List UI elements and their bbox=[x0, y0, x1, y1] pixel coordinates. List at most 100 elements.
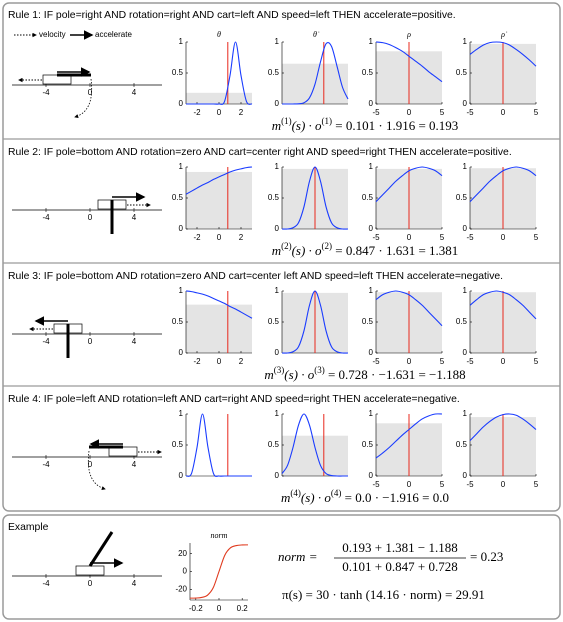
x-tick-label: -2 bbox=[193, 108, 201, 117]
y-tick-label: 0.5 bbox=[362, 440, 374, 449]
membership-area bbox=[282, 435, 348, 476]
example-panel bbox=[2, 514, 561, 620]
policy: π(s) = 30 · tanh (14.16 · norm) = 29.91 bbox=[282, 587, 485, 602]
y-tick-label: 1 bbox=[275, 286, 280, 295]
x-tick-label: -2 bbox=[193, 233, 201, 242]
x-tick-label: -5 bbox=[466, 233, 474, 242]
x-tick-label: -5 bbox=[372, 108, 380, 117]
y-tick-label: 1 bbox=[179, 286, 184, 295]
x-tick-label: 0.2 bbox=[237, 604, 249, 613]
y-tick-label: 0.5 bbox=[362, 193, 374, 202]
y-tick-label: 0.5 bbox=[172, 440, 184, 449]
y-tick-label: 0.5 bbox=[172, 68, 184, 77]
membership-curve bbox=[281, 41, 349, 105]
y-tick-label: 0.5 bbox=[456, 317, 468, 326]
membership-curve bbox=[281, 166, 349, 230]
superscript: (4) bbox=[290, 488, 301, 498]
y-tick-label: 0 bbox=[463, 224, 468, 233]
x-tick-label: 5 bbox=[440, 233, 445, 242]
y-tick-label: 1 bbox=[369, 162, 374, 171]
x-tick-label: -5 bbox=[372, 233, 380, 242]
formula-part: = 0.0 · −1.916 = 0.0 bbox=[341, 490, 449, 505]
y-tick-label: 0.5 bbox=[456, 440, 468, 449]
y-tick-label: 0 bbox=[369, 348, 374, 357]
example-title: Example bbox=[8, 522, 49, 533]
rule-title: Rule 3: IF pole=bottom AND rotation=zero… bbox=[8, 271, 503, 282]
x-tick-label: 0 bbox=[217, 233, 222, 242]
y-tick-label: 0.5 bbox=[172, 193, 184, 202]
formula-part: m bbox=[264, 367, 273, 382]
x-tick-label: -5 bbox=[372, 357, 380, 366]
y-tick-label: 0 bbox=[463, 99, 468, 108]
formula-part: = 0.847 · 1.631 = 1.381 bbox=[332, 243, 458, 258]
x-tick-label: 5 bbox=[440, 357, 445, 366]
x-tick-label: -5 bbox=[466, 480, 474, 489]
track-label: -4 bbox=[42, 579, 50, 588]
y-tick-label: 0 bbox=[179, 99, 184, 108]
y-tick-label: 0 bbox=[179, 348, 184, 357]
x-tick-label: 0 bbox=[407, 357, 412, 366]
y-tick-label: 0 bbox=[179, 224, 184, 233]
track-label: -4 bbox=[42, 460, 50, 469]
membership-area bbox=[186, 92, 252, 104]
membership-area bbox=[186, 304, 252, 353]
y-tick-label: 0 bbox=[275, 99, 280, 108]
y-tick-label: -20 bbox=[175, 584, 187, 593]
x-tick-label: 2 bbox=[239, 233, 244, 242]
track-label: 0 bbox=[88, 88, 93, 97]
y-tick-label: 0 bbox=[275, 471, 280, 480]
x-tick-label: -5 bbox=[466, 357, 474, 366]
y-tick-label: 0 bbox=[275, 224, 280, 233]
x-tick-label: -0.2 bbox=[189, 604, 203, 613]
superscript: (3) bbox=[274, 365, 285, 375]
y-tick-label: 0 bbox=[369, 471, 374, 480]
y-tick-label: 0 bbox=[369, 99, 374, 108]
plot-label: ρ̇ bbox=[500, 30, 508, 39]
y-tick-label: 0 bbox=[179, 471, 184, 480]
membership-curve bbox=[189, 544, 249, 599]
membership-curve bbox=[185, 166, 253, 195]
track-label: 0 bbox=[88, 579, 93, 588]
pole bbox=[88, 531, 114, 567]
plot-label: ρ bbox=[406, 30, 411, 39]
rule-title: Rule 2: IF pole=bottom AND rotation=zero… bbox=[8, 147, 512, 158]
y-tick-label: 0.5 bbox=[362, 68, 374, 77]
membership-curve bbox=[281, 413, 348, 477]
y-tick-label: 0.5 bbox=[268, 317, 280, 326]
legend-label: velocity bbox=[39, 30, 66, 39]
x-tick-label: 0 bbox=[407, 233, 412, 242]
membership-curve bbox=[469, 166, 537, 203]
y-tick-label: 1 bbox=[463, 409, 468, 418]
rule-formula: m(2)(s) · o(2) = 0.847 · 1.631 = 1.381 bbox=[272, 241, 459, 258]
x-tick-label: 0 bbox=[407, 480, 412, 489]
formula-part: m bbox=[281, 490, 290, 505]
x-tick-label: -2 bbox=[193, 357, 201, 366]
x-tick-label: 5 bbox=[440, 108, 445, 117]
norm-rhs: = 0.23 bbox=[470, 549, 503, 564]
membership-area bbox=[186, 171, 252, 229]
norm-denominator: 0.101 + 0.847 + 0.728 bbox=[342, 559, 457, 574]
rule-formula: m(3)(s) · o(3) = 0.728 · −1.631 = −1.188 bbox=[264, 365, 465, 382]
y-tick-label: 1 bbox=[275, 37, 280, 46]
track-label: -4 bbox=[42, 213, 50, 222]
x-tick-label: 2 bbox=[239, 357, 244, 366]
formula-part: = 0.728 · −1.631 = −1.188 bbox=[325, 367, 466, 382]
membership-curve bbox=[375, 41, 443, 83]
y-tick-label: 0 bbox=[369, 224, 374, 233]
y-tick-label: 0 bbox=[463, 471, 468, 480]
y-tick-label: 1 bbox=[369, 409, 374, 418]
membership-curve bbox=[185, 413, 252, 477]
legend-label: accelerate bbox=[95, 30, 132, 39]
y-tick-label: 0 bbox=[183, 567, 188, 576]
superscript: (1) bbox=[281, 116, 292, 126]
membership-curve bbox=[375, 166, 443, 203]
y-tick-label: 0.5 bbox=[268, 440, 280, 449]
superscript: (2) bbox=[322, 241, 333, 251]
track-label: 0 bbox=[88, 337, 93, 346]
y-tick-label: 0.5 bbox=[268, 68, 280, 77]
formula-part: m bbox=[272, 243, 281, 258]
x-tick-label: 5 bbox=[440, 480, 445, 489]
membership-curve bbox=[375, 290, 443, 327]
plot-label: θ bbox=[217, 30, 221, 39]
